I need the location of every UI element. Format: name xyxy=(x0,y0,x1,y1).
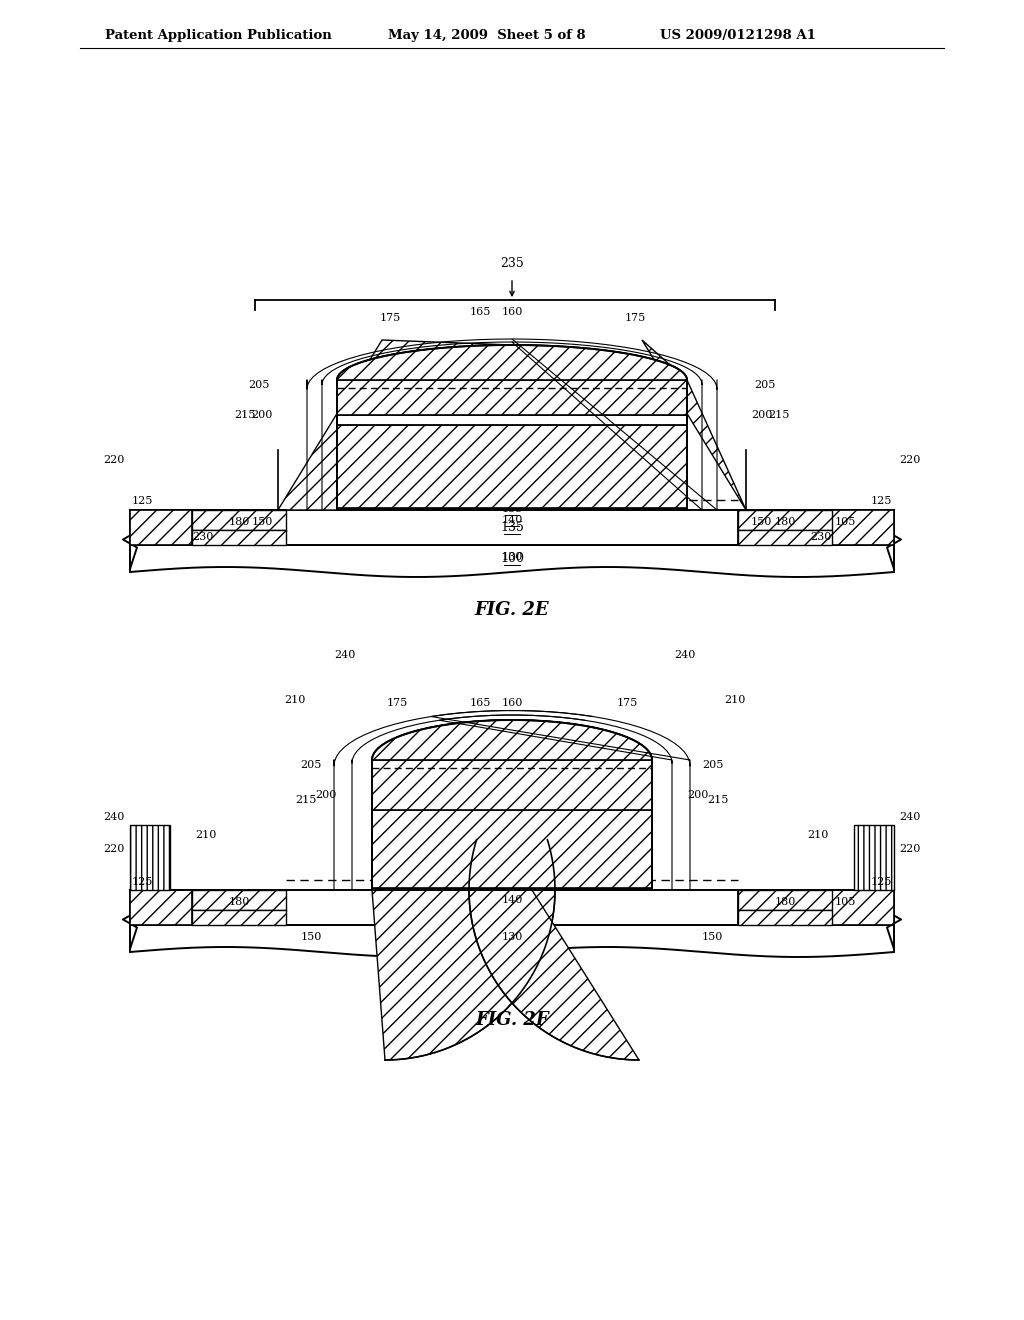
Bar xyxy=(337,425,687,508)
Text: 240: 240 xyxy=(675,649,695,660)
Bar xyxy=(738,531,831,545)
Text: 175: 175 xyxy=(625,313,645,323)
Bar xyxy=(130,890,894,925)
Text: 125: 125 xyxy=(132,876,154,887)
Bar xyxy=(130,890,193,925)
Bar xyxy=(372,810,652,888)
Text: 170: 170 xyxy=(651,458,673,467)
Text: 205: 205 xyxy=(754,380,775,389)
Text: 125: 125 xyxy=(870,496,892,506)
Text: 105: 105 xyxy=(835,898,856,907)
Text: 210: 210 xyxy=(195,830,216,840)
Bar xyxy=(193,909,286,925)
Polygon shape xyxy=(337,345,687,380)
Text: 150: 150 xyxy=(252,517,273,527)
Text: 175: 175 xyxy=(616,698,638,708)
Text: 155: 155 xyxy=(502,504,522,513)
Text: 185: 185 xyxy=(502,772,522,781)
Bar xyxy=(130,510,894,545)
Polygon shape xyxy=(512,341,746,510)
Bar xyxy=(193,510,286,531)
Text: 130: 130 xyxy=(502,552,522,562)
Bar xyxy=(831,510,894,545)
Text: 215: 215 xyxy=(234,411,256,420)
Text: 180: 180 xyxy=(774,517,796,527)
Text: 235: 235 xyxy=(500,257,524,271)
Text: 210: 210 xyxy=(285,696,306,705)
Polygon shape xyxy=(430,719,652,1060)
Text: 210: 210 xyxy=(808,830,829,840)
Bar xyxy=(130,510,193,545)
Bar xyxy=(130,825,170,890)
Text: 180: 180 xyxy=(228,898,250,907)
Text: 215: 215 xyxy=(296,795,317,805)
Bar xyxy=(738,890,831,909)
Bar xyxy=(130,545,894,572)
Bar xyxy=(738,909,831,925)
Text: 220: 220 xyxy=(103,845,125,854)
Text: 150: 150 xyxy=(701,932,723,942)
Text: 100: 100 xyxy=(500,932,524,945)
Text: FIG. 2E: FIG. 2E xyxy=(475,601,549,619)
Text: 150: 150 xyxy=(751,517,772,527)
Text: 125: 125 xyxy=(870,876,892,887)
Text: 135: 135 xyxy=(500,521,524,535)
Text: 210: 210 xyxy=(724,696,745,705)
Text: 100: 100 xyxy=(500,552,524,565)
Text: 150: 150 xyxy=(301,932,323,942)
Text: 215: 215 xyxy=(768,411,790,420)
Text: 230: 230 xyxy=(193,532,214,543)
Text: 170: 170 xyxy=(351,458,373,467)
Text: 175: 175 xyxy=(386,698,408,708)
Bar xyxy=(193,531,286,545)
Text: 220: 220 xyxy=(103,455,125,465)
Text: 165: 165 xyxy=(469,308,490,317)
Text: 185: 185 xyxy=(502,393,522,403)
Text: 160: 160 xyxy=(502,698,522,708)
Text: 240: 240 xyxy=(103,812,125,822)
Text: US 2009/0121298 A1: US 2009/0121298 A1 xyxy=(660,29,816,41)
Text: 200: 200 xyxy=(315,789,337,800)
Bar xyxy=(854,825,894,890)
Text: 225: 225 xyxy=(502,414,522,425)
Text: 170: 170 xyxy=(389,845,411,855)
Text: 180: 180 xyxy=(774,898,796,907)
Text: 160: 160 xyxy=(502,308,522,317)
Text: 205: 205 xyxy=(702,760,723,770)
Text: 205: 205 xyxy=(301,760,322,770)
Text: 240: 240 xyxy=(334,649,355,660)
Bar xyxy=(337,414,687,425)
Polygon shape xyxy=(278,341,512,510)
Text: 175: 175 xyxy=(379,313,400,323)
Text: 200: 200 xyxy=(687,789,709,800)
Text: 135: 135 xyxy=(500,902,524,913)
Text: 140: 140 xyxy=(502,895,522,906)
Text: 220: 220 xyxy=(899,455,921,465)
Text: FIG. 2F: FIG. 2F xyxy=(475,1011,549,1030)
Text: 200: 200 xyxy=(252,411,273,420)
Polygon shape xyxy=(372,719,652,760)
Bar xyxy=(831,890,894,925)
Text: 200: 200 xyxy=(751,411,772,420)
Text: 230: 230 xyxy=(810,532,831,543)
Polygon shape xyxy=(372,719,594,1060)
Text: 205: 205 xyxy=(249,380,270,389)
Text: 165: 165 xyxy=(469,698,490,708)
Text: May 14, 2009  Sheet 5 of 8: May 14, 2009 Sheet 5 of 8 xyxy=(388,29,586,41)
Bar xyxy=(738,510,831,531)
Text: 220: 220 xyxy=(899,845,921,854)
Text: 105: 105 xyxy=(835,517,856,527)
Text: 215: 215 xyxy=(707,795,728,805)
Text: 240: 240 xyxy=(899,812,921,822)
Bar xyxy=(337,380,687,414)
Text: 125: 125 xyxy=(132,496,154,506)
Text: 140: 140 xyxy=(502,515,522,525)
Bar xyxy=(337,508,687,510)
Bar xyxy=(372,760,652,810)
Text: Patent Application Publication: Patent Application Publication xyxy=(105,29,332,41)
Text: 180: 180 xyxy=(228,517,250,527)
Bar xyxy=(193,890,286,909)
Bar xyxy=(372,888,652,890)
Text: 130: 130 xyxy=(502,932,522,942)
